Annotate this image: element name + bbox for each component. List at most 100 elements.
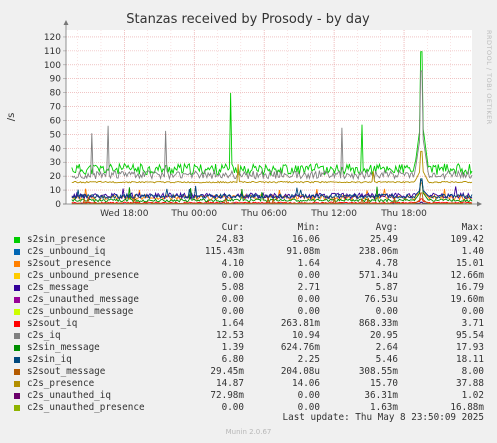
legend-swatch	[14, 285, 20, 291]
x-tick-label: Wed 18:00	[100, 209, 149, 219]
munin-version: Munin 2.0.67	[225, 428, 272, 436]
legend-row: s2sout_iq 1.64 263.81m 868.33m 3.71	[10, 318, 492, 330]
legend-row: s2sout_presence 4.10 1.64 4.78 15.01	[10, 258, 492, 270]
x-tick-label: Thu 06:00	[240, 209, 287, 219]
legend-swatch	[14, 405, 20, 411]
legend-avg: 1.63m	[370, 402, 398, 413]
legend-avg: 15.70	[370, 378, 398, 389]
legend-min: 16.06	[292, 234, 320, 245]
legend-rows: s2sin_presence 24.83 16.06 25.49 109.42 c2s_u…	[10, 234, 492, 414]
legend-max: 109.42	[450, 234, 484, 245]
legend-avg: 4.78	[375, 258, 398, 269]
legend-row: c2s_unauthed_iq 72.98m 0.00 36.31m 1.02	[10, 390, 492, 402]
legend-avg: 36.31m	[364, 390, 398, 401]
legend-name: c2s_unbound_message	[27, 306, 134, 317]
legend-name: s2sout_iq	[27, 318, 78, 329]
legend-max: 18.11	[456, 354, 484, 365]
y-tick-label: 70	[50, 103, 62, 113]
legend-cur: 6.80	[221, 354, 244, 365]
legend-min: 2.71	[297, 282, 320, 293]
legend-min: 204.08u	[280, 366, 320, 377]
legend-min: 2.25	[297, 354, 320, 365]
legend-cur: 0.00	[221, 306, 244, 317]
y-tick-label: 120	[44, 33, 61, 43]
legend-name: c2s_message	[27, 282, 89, 293]
legend-swatch	[14, 297, 20, 303]
legend-max: 0.00	[461, 306, 484, 317]
legend-avg: 571.34u	[358, 270, 398, 281]
legend-avg: 25.49	[370, 234, 398, 245]
legend-max: 16.79	[456, 282, 484, 293]
legend-avg: 5.87	[375, 282, 398, 293]
legend-cur: 0.00	[221, 294, 244, 305]
legend-min: 1.64	[297, 258, 320, 269]
legend-name: s2sout_message	[27, 366, 106, 377]
legend-name: s2sin_message	[27, 342, 100, 353]
legend-cur: 1.39	[221, 342, 244, 353]
legend-max: 37.88	[456, 378, 484, 389]
legend-row: c2s_unauthed_presence 0.00 0.00 1.63m 16.88m	[10, 402, 492, 414]
legend-cur: 24.83	[216, 234, 244, 245]
y-tick-label: 50	[50, 130, 62, 140]
legend-min: 0.00	[297, 306, 320, 317]
legend-max: 19.60m	[450, 294, 484, 305]
legend-swatch	[14, 237, 20, 243]
legend-name: c2s_unauthed_message	[27, 294, 139, 305]
y-tick-label: 20	[50, 172, 62, 182]
legend-swatch	[14, 357, 20, 363]
col-max-header: Max:	[461, 222, 484, 233]
legend-max: 1.02	[461, 390, 484, 401]
legend-cur: 0.00	[221, 270, 244, 281]
legend-cur: 5.08	[221, 282, 244, 293]
legend-max: 1.40	[461, 246, 484, 257]
y-tick-label: 10	[50, 186, 62, 196]
chart-title: Stanzas received by Prosody - by day	[126, 12, 370, 27]
legend-row: s2sout_message 29.45m 204.08u 308.55m 8.00	[10, 366, 492, 378]
legend-max: 95.54	[456, 330, 484, 341]
legend-max: 8.00	[461, 366, 484, 377]
legend-min: 14.06	[292, 378, 320, 389]
axes: Wed 18:00 Thu 00:00 Thu 06:00 Thu 12:00 Thu …	[44, 20, 482, 219]
legend-min: 0.00	[297, 402, 320, 413]
x-tick-label: Thu 18:00	[380, 209, 427, 219]
legend-name: s2sout_presence	[27, 258, 111, 269]
col-min-header: Min:	[297, 222, 320, 233]
last-update: Last update: Thu May 8 23:50:09 2025	[282, 412, 485, 423]
legend-row: c2s_presence 14.87 14.06 15.70 37.88	[10, 378, 492, 390]
col-avg-header: Avg:	[375, 222, 398, 233]
y-tick-label: 60	[50, 116, 62, 126]
legend-row: s2sin_iq 6.80 2.25 5.46 18.11	[10, 354, 492, 366]
legend-swatch	[14, 345, 20, 351]
y-tick-label: 80	[50, 89, 62, 99]
series-line	[71, 150, 473, 184]
y-tick-label: 0	[55, 200, 61, 210]
legend-row: s2sin_message 1.39 624.76m 2.64 17.93	[10, 342, 492, 354]
legend: Cur: Min: Avg: Max: s2sin_presence 24.83 1…	[10, 222, 492, 423]
legend-cur: 14.87	[216, 378, 244, 389]
series-line	[71, 178, 473, 203]
legend-row: c2s_unbound_message 0.00 0.00 0.00 0.00	[10, 306, 492, 318]
y-tick-label: 110	[44, 47, 61, 57]
series-line	[71, 51, 473, 177]
legend-cur: 115.43m	[204, 246, 244, 257]
legend-avg: 308.55m	[358, 366, 398, 377]
y-tick-label: 40	[50, 144, 62, 154]
legend-swatch	[14, 321, 20, 327]
legend-row: c2s_unbound_presence 0.00 0.00 571.34u 12.66…	[10, 270, 492, 282]
legend-cur: 4.10	[221, 258, 244, 269]
legend-swatch	[14, 249, 20, 255]
legend-name: c2s_unbound_iq	[27, 246, 106, 257]
legend-name: s2sin_iq	[27, 354, 72, 365]
x-axis-arrow	[477, 201, 482, 207]
legend-row: c2s_unbound_iq 115.43m 91.08m 238.06m 1.40	[10, 246, 492, 258]
legend-name: c2s_unauthed_iq	[27, 390, 111, 401]
legend-avg: 20.95	[370, 330, 398, 341]
legend-name: c2s_presence	[27, 378, 95, 389]
legend-name: c2s_unbound_presence	[27, 270, 139, 281]
legend-avg: 5.46	[375, 354, 398, 365]
legend-max: 12.66m	[450, 270, 484, 281]
legend-name: c2s_iq	[27, 330, 61, 341]
legend-cur: 12.53	[216, 330, 244, 341]
legend-row: c2s_unauthed_message 0.00 0.00 76.53u 19.60m	[10, 294, 492, 306]
legend-max: 3.71	[461, 318, 484, 329]
